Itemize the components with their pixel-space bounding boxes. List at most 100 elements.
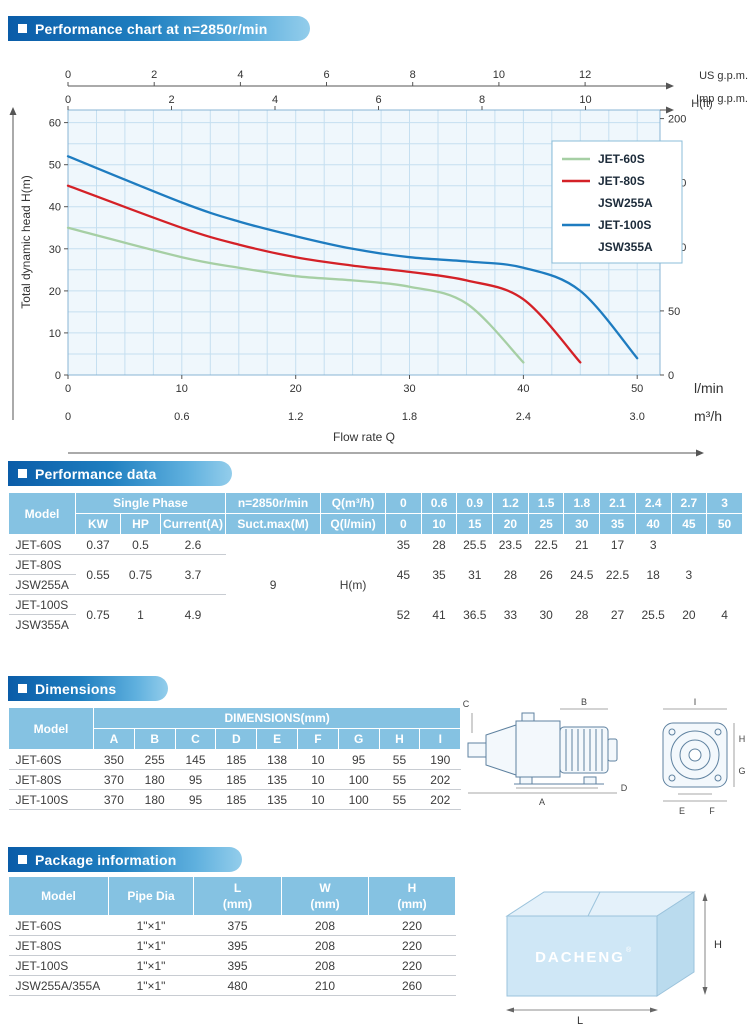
chart-text: 10 bbox=[49, 328, 61, 340]
perf-header-q-m3h-value: 1.5 bbox=[527, 492, 565, 514]
perf-h-value: 30 bbox=[539, 607, 553, 622]
chart-text: 12 bbox=[579, 69, 591, 81]
perf-kw: 0.75 bbox=[86, 607, 110, 622]
dim-value: 350 bbox=[93, 749, 135, 770]
dim-value: 100 bbox=[338, 769, 380, 790]
axis-arrow-icon bbox=[9, 107, 17, 115]
perf-model: JET-60S bbox=[8, 534, 76, 555]
pkg-pipe-dia: 1"×1" bbox=[108, 955, 194, 976]
flange-bolt bbox=[668, 774, 676, 782]
perf-header-q-m3h-value: 1.8 bbox=[563, 492, 601, 514]
chart-text: 10 bbox=[493, 69, 505, 81]
box-front-face bbox=[506, 915, 658, 997]
perf-current: 3.7 bbox=[160, 554, 226, 595]
pkg-height: 260 bbox=[368, 975, 456, 996]
perf-model: JET-80S bbox=[8, 554, 76, 575]
dim-header-col: I bbox=[419, 728, 462, 750]
arrow-down-icon bbox=[702, 987, 708, 995]
perf-header-q-m3h-value: 0 bbox=[385, 492, 422, 514]
pkg-model: JET-60S bbox=[8, 915, 109, 936]
pkg-model: JET-100S bbox=[8, 955, 109, 976]
dim-header-col: G bbox=[337, 728, 380, 750]
perf-h-value bbox=[707, 555, 743, 595]
dimensions-table: Model DIMENSIONS(mm) A B C D E F G H I JET-60S 350 25… bbox=[8, 707, 462, 810]
pkg-header-model: Model bbox=[8, 876, 109, 916]
dim-value: 190 bbox=[419, 749, 461, 770]
chart-text: 1.8 bbox=[402, 411, 417, 423]
dim-value: 202 bbox=[419, 769, 461, 790]
perf-header-q-lmin-value: 15 bbox=[456, 513, 494, 535]
chart-text: l/min bbox=[694, 380, 724, 396]
pkg-header-pipe: Pipe Dia bbox=[108, 876, 194, 916]
perf-kw: 0.55 bbox=[75, 554, 121, 595]
flange-port bbox=[688, 748, 702, 762]
dim-value: 185 bbox=[215, 789, 257, 810]
pkg-length: 375 bbox=[193, 915, 282, 936]
dim-value: 180 bbox=[134, 789, 176, 810]
dim-header-col: D bbox=[215, 728, 258, 750]
perf-header-q-m3h-value: 1.2 bbox=[492, 492, 529, 514]
perf-header-model: Model bbox=[8, 492, 76, 535]
dim-model: JET-100S bbox=[8, 789, 94, 810]
perf-header-q-m3h-value: 2.1 bbox=[599, 492, 636, 514]
chart-text: 20 bbox=[49, 286, 61, 298]
chart-text: 50 bbox=[631, 383, 643, 395]
series-curve bbox=[66, 226, 525, 364]
dim-value: 95 bbox=[175, 769, 216, 790]
dim-value: 135 bbox=[256, 789, 298, 810]
dim-label-e: E bbox=[679, 806, 685, 816]
pump-foot bbox=[519, 776, 533, 785]
dim-value: 202 bbox=[419, 789, 461, 810]
dim-header-group: DIMENSIONS(mm) bbox=[92, 707, 462, 729]
perf-h-value: 35 bbox=[432, 567, 446, 582]
perf-header-q-lmin-value: 30 bbox=[563, 513, 601, 535]
motor-cap bbox=[607, 738, 618, 762]
chart-text: 50 bbox=[668, 306, 680, 318]
dim-value: 55 bbox=[379, 789, 420, 810]
dim-label-c: C bbox=[463, 699, 470, 709]
chart-text: 8 bbox=[479, 94, 485, 106]
perf-header-single-phase: Single Phase bbox=[74, 492, 227, 514]
chart-text: 40 bbox=[517, 383, 529, 395]
perf-h-value: 26 bbox=[539, 567, 553, 582]
perf-h-value: 35 bbox=[396, 537, 411, 552]
pkg-width: 208 bbox=[281, 915, 369, 936]
dim-label-d: D bbox=[621, 783, 628, 793]
chart-text: 40 bbox=[49, 202, 61, 214]
dim-value: 100 bbox=[338, 789, 380, 810]
section-title-dimensions: Dimensions bbox=[35, 680, 117, 697]
performance-table: Model Single Phase n=2850r/min Q(m³/h) 0 0.6 0… bbox=[8, 492, 743, 635]
perf-header-q-lmin-value: 20 bbox=[492, 513, 529, 535]
chart-text: 30 bbox=[403, 383, 415, 395]
pkg-width: 208 bbox=[281, 955, 369, 976]
dim-value: 95 bbox=[175, 789, 216, 810]
banner-bullet-icon bbox=[18, 855, 27, 864]
perf-header-q-lmin-value: 40 bbox=[634, 513, 672, 535]
dim-header-model: Model bbox=[8, 707, 94, 750]
perf-h-value: 20 bbox=[682, 607, 696, 622]
perf-header-q-m3h-value: 2.7 bbox=[670, 492, 708, 514]
pkg-header-dim: L (mm) bbox=[193, 876, 282, 916]
dim-model: JET-80S bbox=[8, 769, 94, 790]
dim-value: 135 bbox=[256, 769, 298, 790]
perf-header-q-lmin-value: 45 bbox=[670, 513, 708, 535]
chart-text: Flow rate Q bbox=[333, 430, 395, 444]
perf-h-value: 22.5 bbox=[534, 537, 558, 552]
perf-h-value: 3 bbox=[649, 537, 657, 552]
pkg-height: 220 bbox=[368, 935, 456, 956]
chart-text: 0 bbox=[65, 69, 71, 81]
chart-text: 4 bbox=[272, 94, 278, 106]
chart-text: 0 bbox=[65, 411, 71, 423]
arrow-up-icon bbox=[702, 893, 708, 901]
chart-text: 0 bbox=[65, 94, 71, 106]
pump-foot bbox=[583, 776, 597, 785]
chart-text: 0 bbox=[668, 370, 674, 382]
box-l-dim-label: L bbox=[577, 1015, 583, 1026]
package-table: Model Pipe Dia L (mm) W (mm) H (mm) JET-60S 1"×1"… bbox=[8, 876, 456, 996]
dim-label-a: A bbox=[539, 797, 545, 807]
perf-current: 4.9 bbox=[184, 607, 202, 622]
chart-text: JSW355A bbox=[598, 240, 653, 254]
pump-inlet bbox=[467, 742, 487, 758]
arrow-left-icon bbox=[506, 1007, 514, 1013]
